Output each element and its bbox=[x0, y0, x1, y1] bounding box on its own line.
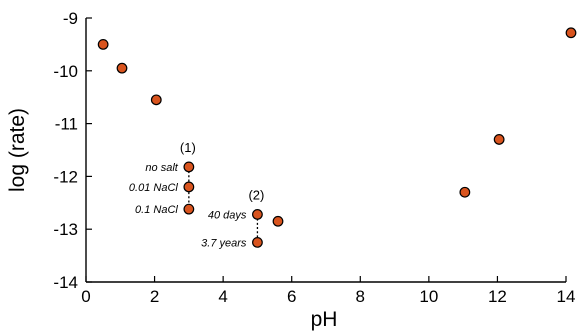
y-tick-label: -12 bbox=[53, 167, 78, 186]
x-tick-label: 8 bbox=[356, 287, 365, 306]
point-annotation: 3.7 years bbox=[201, 237, 247, 249]
point-annotations: no salt 0.01 NaCl 0.1 NaCl 40 days 3.7 years… bbox=[129, 140, 264, 250]
x-tick-label: 14 bbox=[557, 287, 576, 306]
data-points bbox=[97, 27, 577, 248]
axes bbox=[85, 18, 566, 283]
data-point bbox=[459, 186, 471, 198]
point-annotation: 0.01 NaCl bbox=[129, 182, 178, 194]
data-point bbox=[183, 203, 195, 215]
y-tick-label: -13 bbox=[53, 220, 78, 239]
x-tick-label: 12 bbox=[488, 287, 507, 306]
x-tick-label: 2 bbox=[150, 287, 159, 306]
group-connectors bbox=[188, 166, 259, 243]
data-point bbox=[493, 134, 505, 145]
x-tick-label: 4 bbox=[218, 287, 227, 306]
x-tick-label: 0 bbox=[81, 287, 90, 306]
y-axis-title: log (rate) bbox=[6, 108, 29, 192]
y-tick-label: -14 bbox=[53, 273, 78, 292]
data-point bbox=[183, 181, 195, 193]
group-label: (2) bbox=[248, 187, 264, 202]
data-point bbox=[252, 209, 263, 220]
data-point bbox=[150, 94, 162, 106]
data-point bbox=[565, 27, 577, 39]
point-annotation: no salt bbox=[145, 162, 178, 174]
y-tick-label: -11 bbox=[55, 115, 78, 134]
ticks: 0 2 4 6 8 10 12 14 -9 -10 -11 -12 -13 -14 bbox=[53, 9, 575, 306]
data-point bbox=[183, 161, 195, 173]
group-label: (1) bbox=[180, 140, 196, 155]
x-tick-label: 6 bbox=[287, 287, 296, 306]
data-point bbox=[252, 236, 263, 248]
data-point bbox=[116, 62, 128, 74]
x-tick-label: 10 bbox=[419, 287, 438, 306]
x-axis-title: pH bbox=[311, 308, 338, 331]
data-point bbox=[97, 39, 109, 50]
data-point bbox=[272, 215, 284, 227]
point-annotation: 40 days bbox=[208, 209, 247, 221]
y-tick-label: -9 bbox=[63, 9, 78, 28]
y-tick-label: -10 bbox=[53, 62, 78, 81]
point-annotation: 0.1 NaCl bbox=[135, 204, 178, 216]
